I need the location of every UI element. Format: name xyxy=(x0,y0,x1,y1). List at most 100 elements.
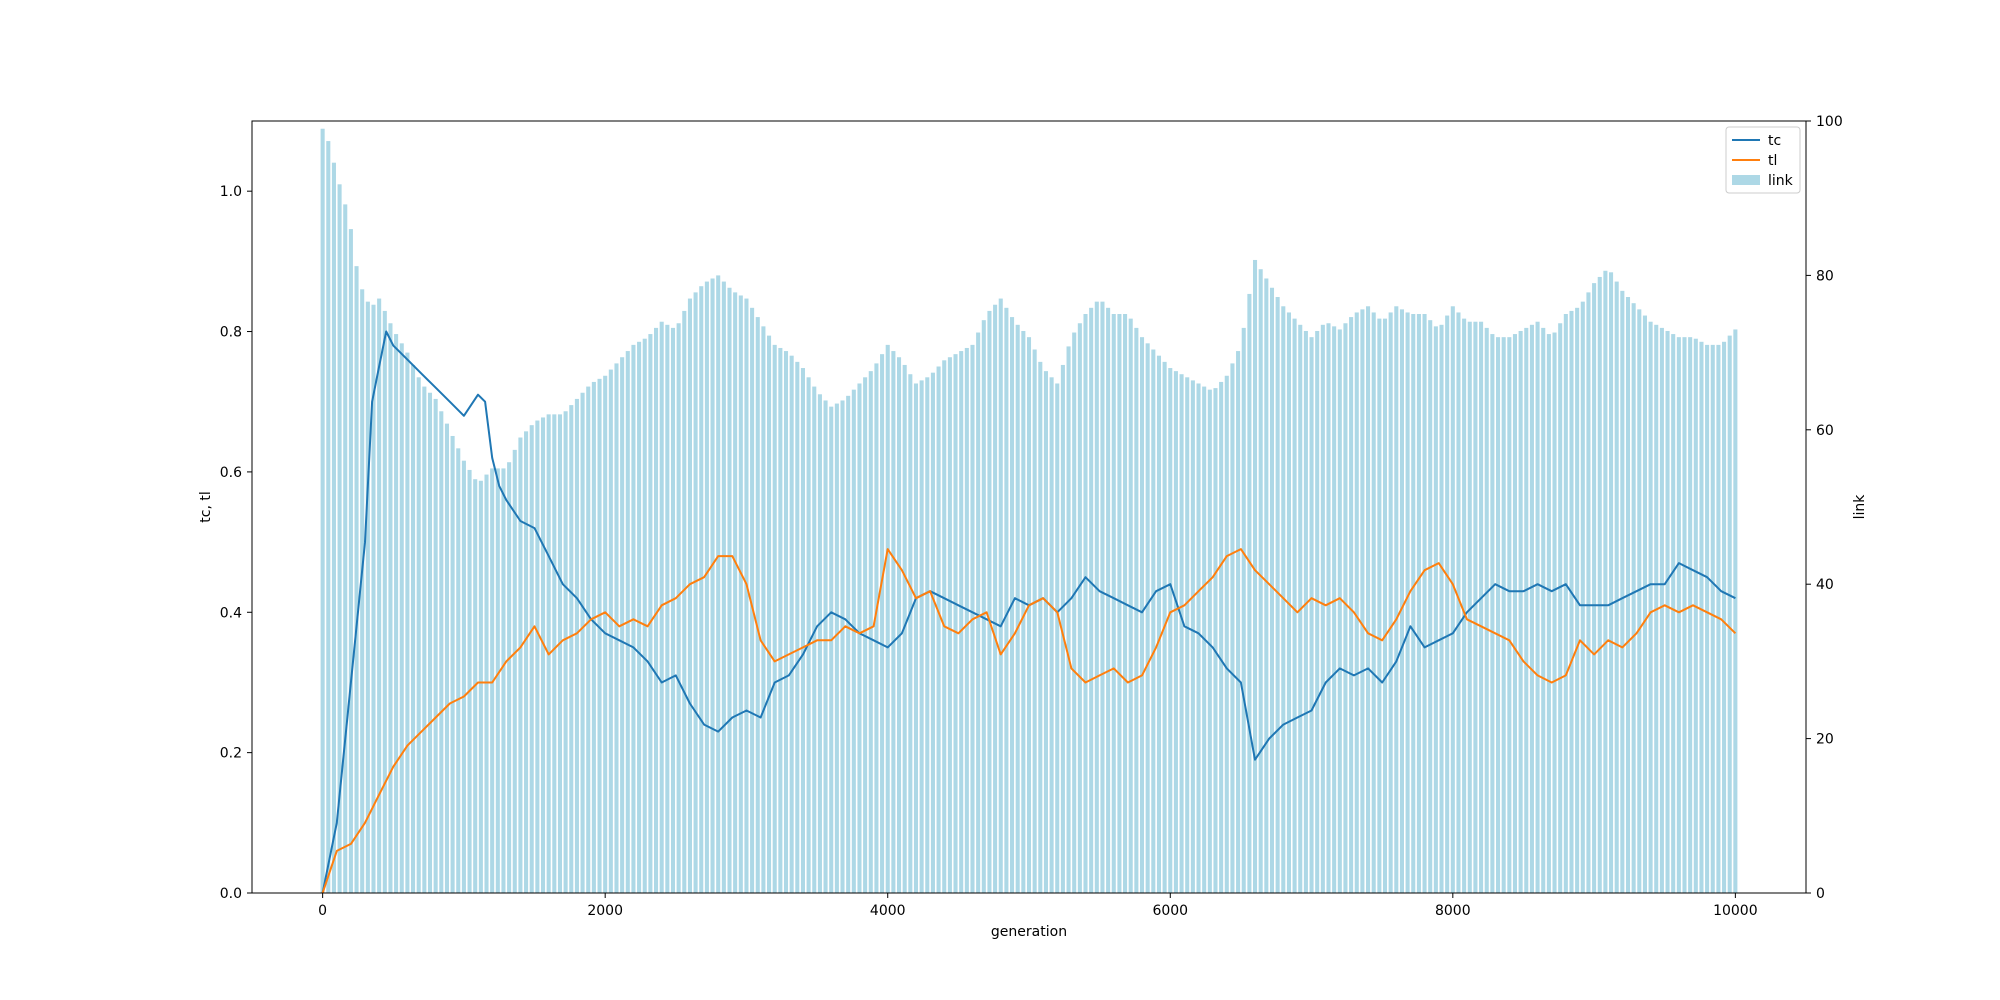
x-tick-label: 8000 xyxy=(1435,903,1471,919)
link-bar xyxy=(659,321,664,894)
link-bar xyxy=(1529,324,1534,894)
link-bar xyxy=(880,354,885,893)
x-axis: 0 2000 4000 6000 8000 10000 xyxy=(318,893,1758,919)
link-bar xyxy=(1597,276,1602,894)
link-bar xyxy=(1484,327,1489,893)
series-tc-line xyxy=(321,330,1736,894)
y-left-axis: 0.0 0.2 0.4 0.6 0.8 1.0 xyxy=(220,184,252,902)
link-bar xyxy=(998,298,1003,893)
legend-label-tl: tl xyxy=(1768,153,1777,169)
link-bar xyxy=(755,317,760,893)
link-bar xyxy=(1060,364,1065,893)
link-bar xyxy=(1433,326,1438,893)
x-tick-label: 6000 xyxy=(1152,903,1188,919)
link-bar xyxy=(1705,344,1710,893)
link-bar xyxy=(1479,321,1484,894)
link-bar xyxy=(699,286,704,893)
link-bar xyxy=(1139,337,1145,893)
link-bar xyxy=(382,310,387,893)
link-bar xyxy=(371,304,376,894)
link-bar xyxy=(1445,315,1450,893)
link-bar xyxy=(422,386,427,893)
link-bar xyxy=(738,295,743,893)
link-bar xyxy=(478,480,483,893)
link-bar xyxy=(1179,374,1184,893)
link-bar xyxy=(337,184,342,893)
link-bar xyxy=(851,389,856,893)
y-right-axis-label: link xyxy=(1852,494,1868,520)
link-bar xyxy=(823,400,828,893)
link-bar xyxy=(456,448,461,893)
link-bar xyxy=(1569,310,1574,893)
link-bar xyxy=(507,462,512,893)
link-bar xyxy=(557,414,563,893)
link-bar xyxy=(1388,312,1393,893)
link-bar xyxy=(574,398,579,893)
link-bar xyxy=(1580,301,1585,893)
link-bar xyxy=(1535,321,1540,894)
link-bar xyxy=(1405,312,1410,893)
link-bar xyxy=(1315,330,1320,893)
series-lines xyxy=(321,330,1737,894)
link-bar xyxy=(1337,329,1342,893)
link-bar xyxy=(580,392,585,893)
link-bars xyxy=(320,128,1738,894)
link-bar xyxy=(682,310,687,893)
link-bar xyxy=(1366,306,1371,893)
link-bar xyxy=(1592,283,1597,893)
link-bar xyxy=(1541,327,1546,893)
link-bar xyxy=(540,417,546,893)
link-bar xyxy=(1219,381,1224,893)
link-bar xyxy=(411,364,416,893)
link-bar xyxy=(891,351,896,893)
link-bar xyxy=(1292,318,1297,894)
link-bar xyxy=(1190,380,1195,894)
link-bar xyxy=(1083,314,1088,893)
x-tick-label: 2000 xyxy=(587,903,623,919)
link-bar xyxy=(1106,307,1111,894)
x-tick-label: 0 xyxy=(318,903,327,919)
link-bar xyxy=(964,347,969,893)
link-bar xyxy=(1450,306,1455,893)
link-bar xyxy=(484,474,489,893)
link-bar xyxy=(704,281,709,893)
link-bar xyxy=(648,334,653,893)
link-bar xyxy=(563,411,568,893)
link-bar xyxy=(817,394,822,893)
link-bar xyxy=(1343,323,1348,893)
link-bar xyxy=(1422,314,1427,893)
link-bar xyxy=(1659,327,1664,893)
link-bar xyxy=(1377,318,1382,894)
link-bar xyxy=(1055,383,1060,893)
link-bar xyxy=(1236,351,1241,893)
link-bar xyxy=(1072,332,1077,893)
link-bar xyxy=(1699,341,1704,893)
link-bar xyxy=(1609,272,1614,893)
link-bar xyxy=(1213,388,1218,893)
link-bar xyxy=(377,298,382,893)
link-bar xyxy=(1462,318,1467,894)
link-bar xyxy=(896,357,902,893)
legend-label-tc: tc xyxy=(1768,133,1781,149)
link-bar xyxy=(783,351,789,893)
link-bar xyxy=(1637,309,1642,893)
y-right-axis: 0 20 40 60 80 100 xyxy=(1806,114,1843,902)
link-bar xyxy=(535,420,540,893)
link-bar xyxy=(1507,337,1512,893)
link-bar xyxy=(1360,309,1365,893)
y-right-tick-label: 60 xyxy=(1816,423,1834,439)
link-bar xyxy=(1349,317,1354,893)
link-bar xyxy=(1371,312,1376,893)
link-bar xyxy=(1620,290,1625,894)
link-bar xyxy=(1230,363,1235,894)
link-bar xyxy=(670,327,676,893)
link-bar xyxy=(597,378,602,893)
link-bar xyxy=(846,395,851,893)
link-bar xyxy=(1665,330,1670,893)
link-bar xyxy=(1241,327,1246,893)
link-bar xyxy=(1151,349,1156,894)
link-bar xyxy=(1281,306,1286,893)
link-bar xyxy=(439,411,444,893)
y-left-tick-label: 0.2 xyxy=(220,746,242,762)
link-bar xyxy=(1586,292,1591,893)
